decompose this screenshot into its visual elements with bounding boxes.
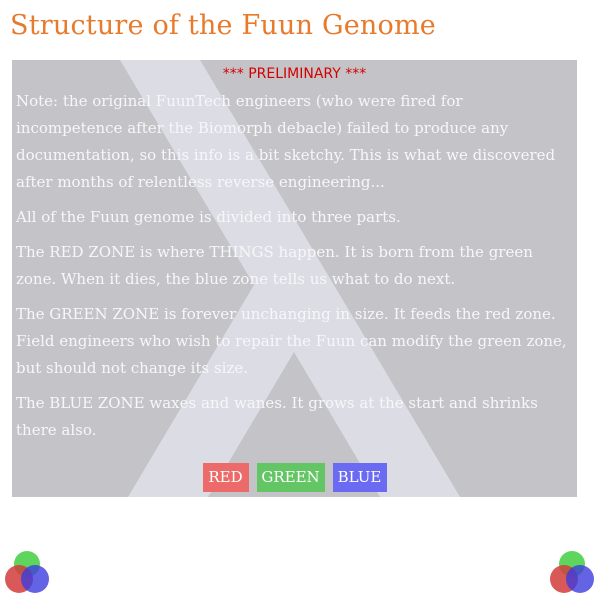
- lambda-icon: [120, 60, 460, 497]
- genome-parts-text: All of the Fuun genome is divided into t…: [16, 208, 401, 226]
- green-zone-text: The GREEN ZONE is forever unchanging in …: [16, 305, 567, 377]
- rgb-circles-logo-icon[interactable]: [3, 548, 51, 596]
- red-zone-text: The RED ZONE is where THINGS happen. It …: [16, 243, 533, 288]
- preliminary-notice: *** PRELIMINARY ***: [222, 66, 367, 82]
- red-zone-button[interactable]: RED: [202, 463, 249, 492]
- blue-zone-text: The BLUE ZONE waxes and wanes. It grows …: [16, 394, 538, 439]
- page-title: Structure of the Fuun Genome: [10, 10, 436, 41]
- panel-content: *** PRELIMINARY *** Note: the original F…: [12, 60, 577, 497]
- blue-zone-button[interactable]: BLUE: [332, 463, 387, 492]
- green-zone-button[interactable]: GREEN: [256, 463, 325, 492]
- rgb-circles-logo-icon[interactable]: [548, 548, 596, 596]
- genome-info-panel: *** PRELIMINARY *** Note: the original F…: [12, 60, 577, 497]
- zone-buttons: RED GREEN BLUE: [12, 463, 577, 492]
- intro-note: Note: the original FuunTech engineers (w…: [16, 92, 556, 191]
